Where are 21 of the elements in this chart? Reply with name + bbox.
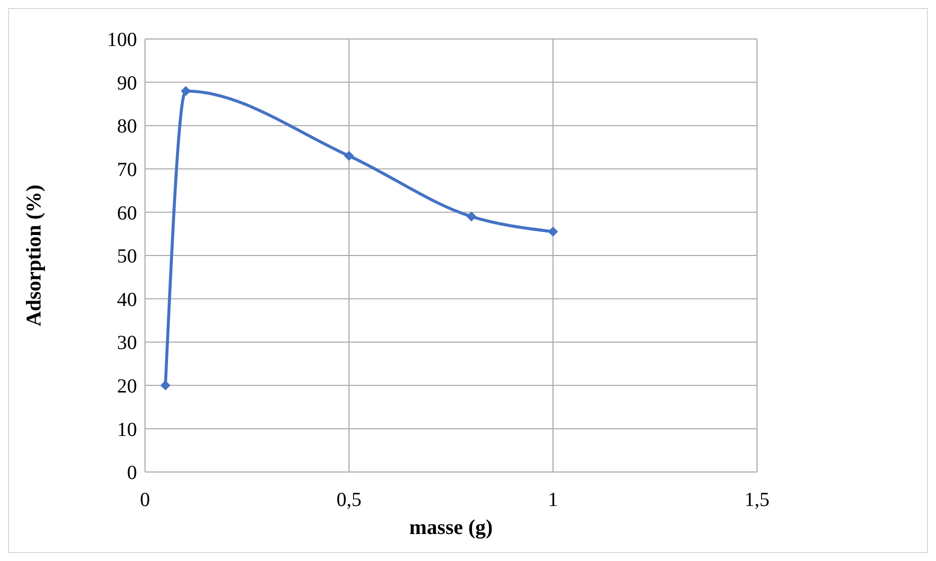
x-tick-label: 0,5 <box>336 489 362 512</box>
y-tick-label: 70 <box>117 159 137 181</box>
point <box>466 212 476 222</box>
y-tick-label: 90 <box>117 72 137 94</box>
y-tick-label: 30 <box>117 332 137 354</box>
y-tick-label: 100 <box>107 29 137 52</box>
x-tick-label: 1,5 <box>744 489 770 512</box>
y-tick-label: 60 <box>117 202 137 224</box>
y-tick-label: 50 <box>117 246 137 268</box>
y-tick-label: 40 <box>117 288 137 311</box>
y-tick-label: 10 <box>117 418 137 441</box>
y-tick-label: 80 <box>117 116 137 138</box>
y-tick-label: 20 <box>117 376 137 398</box>
point <box>548 226 558 237</box>
x-axis-title: masse (g) <box>409 515 493 539</box>
y-axis-title: Adsorption (%) <box>21 184 46 326</box>
y-tick-label: 0 <box>127 462 137 484</box>
point <box>160 380 170 390</box>
point <box>180 86 191 96</box>
x-tick-label: 1 <box>548 489 558 512</box>
point <box>344 150 354 161</box>
